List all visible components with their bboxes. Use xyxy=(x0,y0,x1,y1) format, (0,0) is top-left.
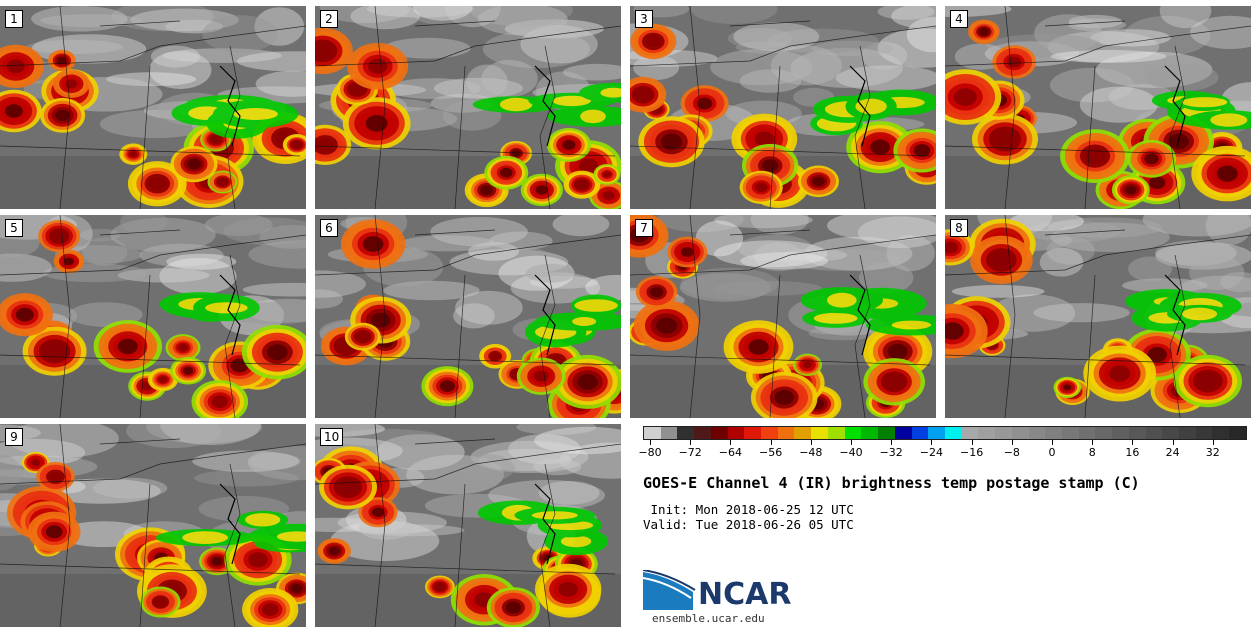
ir-panel-1: 1 xyxy=(0,6,306,209)
colorbar-swatch xyxy=(777,427,795,439)
colorbar-swatch xyxy=(844,427,862,439)
colorbar-swatch xyxy=(694,427,711,439)
colorbar-tick-label: −8 xyxy=(1003,446,1020,459)
site-url: ensemble.ucar.edu xyxy=(652,612,765,625)
panel-label: 4 xyxy=(950,10,968,28)
colorbar-tick xyxy=(931,440,933,445)
colorbar-tick-label: −56 xyxy=(758,446,783,459)
colorbar-tick xyxy=(1212,440,1214,445)
colorbar-swatch xyxy=(1212,427,1230,439)
colorbar-swatch xyxy=(660,427,678,439)
colorbar-tick xyxy=(1092,440,1094,445)
colorbar-tick xyxy=(1011,440,1013,445)
colorbar-swatch xyxy=(1195,427,1213,439)
colorbar-swatch xyxy=(911,427,929,439)
colorbar-tick-label: −16 xyxy=(959,446,984,459)
colorbar-tick xyxy=(690,440,692,445)
ir-panel-2: 2 xyxy=(315,6,621,209)
ir-panel-7: 7 xyxy=(630,215,936,418)
panel-label: 6 xyxy=(320,219,338,237)
colorbar-swatch xyxy=(827,427,845,439)
panel-label: 3 xyxy=(635,10,653,28)
ncar-logo-text: NCAR xyxy=(698,577,792,612)
colorbar-tick xyxy=(1132,440,1134,445)
colorbar-tick xyxy=(810,440,812,445)
colorbar-tick-label: −80 xyxy=(638,446,662,459)
figure-title: GOES-E Channel 4 (IR) brightness temp po… xyxy=(643,474,1140,492)
colorbar-tick xyxy=(971,440,973,445)
panel-label: 9 xyxy=(5,428,23,446)
colorbar-swatch xyxy=(1095,427,1113,439)
colorbar-tick-label: −48 xyxy=(799,446,823,459)
colorbar-swatch xyxy=(878,427,895,439)
colorbar-swatch xyxy=(761,427,778,439)
panel-label: 8 xyxy=(950,219,968,237)
colorbar-tick-label: 8 xyxy=(1088,446,1096,459)
colorbar-tick-label: −40 xyxy=(839,446,863,459)
colorbar-tick xyxy=(891,440,893,445)
colorbar-swatch xyxy=(928,427,945,439)
colorbar-swatch xyxy=(677,427,695,439)
ir-panel-6: 6 xyxy=(315,215,621,418)
panel-label: 1 xyxy=(5,10,23,28)
ir-panel-10: 10 xyxy=(315,424,621,627)
colorbar xyxy=(643,426,1247,440)
colorbar-swatch xyxy=(1011,427,1029,439)
colorbar-swatch xyxy=(1179,427,1196,439)
ir-panel-3: 3 xyxy=(630,6,936,209)
colorbar-tick-label: 16 xyxy=(1125,446,1140,459)
colorbar-swatch xyxy=(727,427,745,439)
ir-panel-9: 9 xyxy=(0,424,306,627)
colorbar-swatch xyxy=(644,427,661,439)
colorbar-swatch xyxy=(961,427,979,439)
colorbar-swatch xyxy=(1229,427,1246,439)
colorbar-tick xyxy=(1172,440,1174,445)
colorbar-tick xyxy=(650,440,651,445)
colorbar-swatch xyxy=(944,427,962,439)
panel-label: 5 xyxy=(5,219,23,237)
colorbar-swatch xyxy=(710,427,728,439)
colorbar-swatch xyxy=(1162,427,1179,439)
colorbar-tick-label: 24 xyxy=(1165,446,1180,459)
colorbar-swatch xyxy=(1145,427,1163,439)
colorbar-swatch xyxy=(811,427,828,439)
ir-panel-5: 5 xyxy=(0,215,306,418)
colorbar-swatch xyxy=(1112,427,1129,439)
colorbar-tick xyxy=(770,440,772,445)
colorbar-swatch xyxy=(744,427,762,439)
colorbar-tick xyxy=(730,440,732,445)
colorbar-swatch xyxy=(978,427,996,439)
colorbar-tick-label: −24 xyxy=(919,446,943,459)
colorbar-swatch xyxy=(995,427,1012,439)
colorbar-tick-label: −72 xyxy=(678,446,702,459)
colorbar-tick-label: −32 xyxy=(879,446,903,459)
ncar-logo-icon xyxy=(643,570,696,610)
colorbar-swatch xyxy=(794,427,812,439)
colorbar-tick xyxy=(1052,440,1053,445)
valid-time: Valid: Tue 2018-06-26 05 UTC xyxy=(643,517,854,532)
ir-panel-8: 8 xyxy=(945,215,1251,418)
colorbar-tick-label: −64 xyxy=(718,446,742,459)
panel-label: 2 xyxy=(320,10,338,28)
colorbar-tick-label: 32 xyxy=(1205,446,1220,459)
colorbar-swatch xyxy=(1061,427,1079,439)
ir-panel-4: 4 xyxy=(945,6,1251,209)
colorbar-swatch xyxy=(1028,427,1046,439)
colorbar-swatch xyxy=(1078,427,1096,439)
colorbar-tick xyxy=(851,440,852,445)
colorbar-swatch xyxy=(894,427,912,439)
colorbar-swatch xyxy=(1045,427,1062,439)
init-time: Init: Mon 2018-06-25 12 UTC xyxy=(643,502,854,517)
colorbar-tick-label: 0 xyxy=(1048,446,1056,459)
panel-label: 10 xyxy=(320,428,344,446)
colorbar-swatch xyxy=(861,427,879,439)
colorbar-swatch xyxy=(1128,427,1146,439)
panel-label: 7 xyxy=(635,219,653,237)
colorbar-ticks: −80 −72 −64 −56 −48 −40 −32 −24 −16 −8 0 8 16 24 32 xyxy=(638,440,1247,470)
